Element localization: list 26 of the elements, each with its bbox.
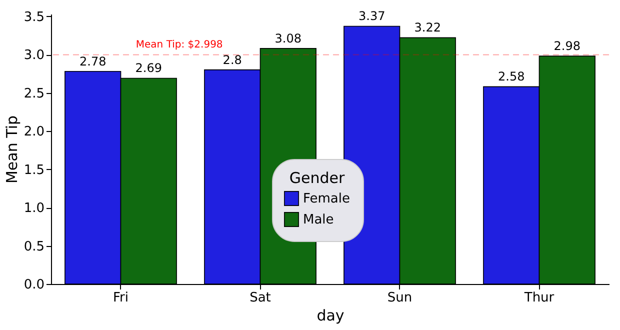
legend-label: Female [303, 192, 350, 206]
data-label: 2.8 [222, 52, 242, 67]
y-axis-title: Mean Tip [2, 115, 21, 184]
x-tick-label: Thur [523, 290, 555, 306]
data-label: 3.08 [274, 31, 302, 46]
data-label: 3.37 [358, 9, 386, 24]
data-label: 3.22 [414, 20, 442, 35]
y-tick-label: 0.0 [24, 278, 44, 292]
ref-line-label: Mean Tip: $2.998 [136, 40, 223, 51]
y-tick-label: 1.5 [24, 162, 44, 178]
y-tick-label: 2.5 [24, 86, 44, 102]
legend-title: Gender [289, 169, 346, 187]
data-label: 2.78 [79, 54, 106, 68]
y-tick-label: 3.0 [24, 48, 44, 64]
x-tick-label: Sat [250, 290, 271, 306]
y-tick-label: 2.0 [24, 124, 44, 140]
legend-label: Male [303, 212, 334, 228]
x-tick-label: Fri [113, 290, 128, 306]
data-label: 2.69 [135, 61, 162, 76]
y-tick-label: 1.0 [24, 201, 44, 216]
y-tick-label: 0.5 [24, 239, 44, 254]
y-tick-label: 3.5 [24, 10, 44, 25]
data-label: 2.98 [554, 39, 581, 54]
x-axis-title: day [316, 306, 344, 324]
x-tick-label: Sun [387, 290, 412, 306]
data-label: 2.58 [498, 70, 525, 84]
